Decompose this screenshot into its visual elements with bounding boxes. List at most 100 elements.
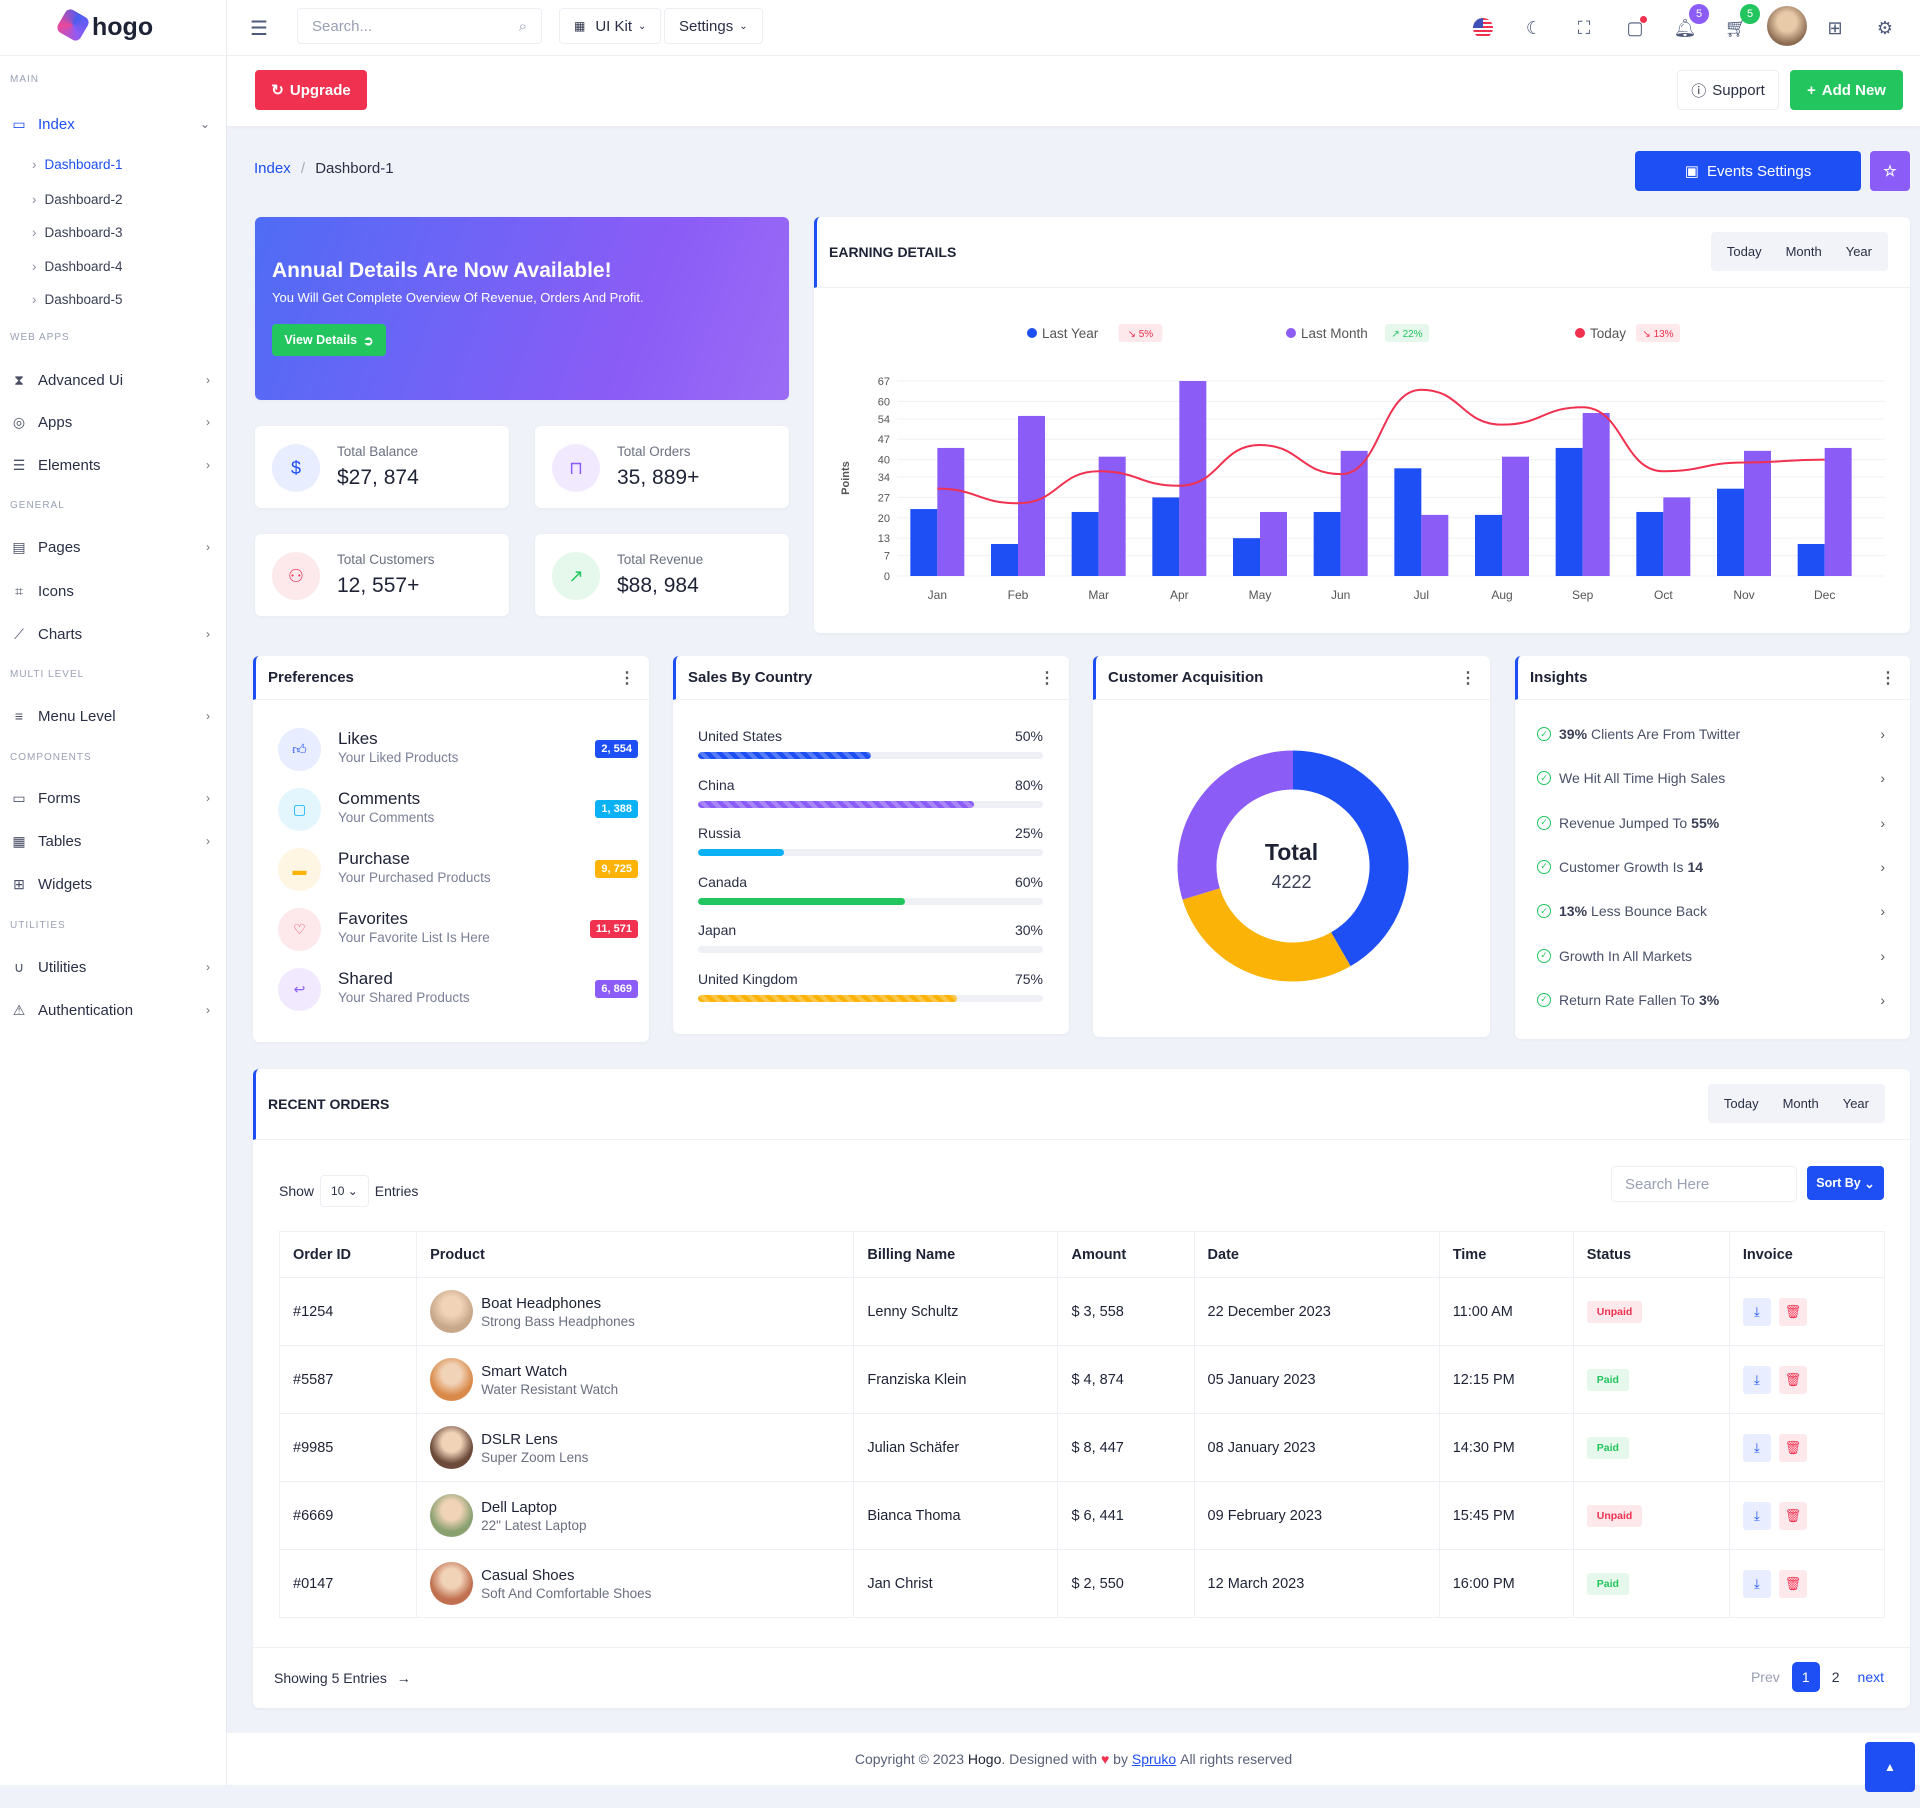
order-id: #9985 (278, 1413, 418, 1482)
sidebar-item-charts[interactable]: ⟋ Charts › (10, 619, 210, 649)
tab-year[interactable]: Year (1842, 1096, 1869, 1111)
sort-by-button[interactable]: Sort By ⌄ (1807, 1166, 1884, 1200)
add-new-button[interactable]: + Add New (1790, 70, 1903, 110)
sidebar-item-tables[interactable]: ▦ Tables › (10, 826, 210, 856)
sidebar-subitem-dashboard-4[interactable]: Dashboard-4 (32, 259, 123, 274)
search-input[interactable]: Search... ⌕ (297, 8, 542, 44)
favorite-star-button[interactable]: ☆ (1870, 151, 1910, 191)
sidebar-subitem-dashboard-5[interactable]: Dashboard-5 (32, 292, 123, 307)
download-icon[interactable]: ⤓ (1742, 1433, 1771, 1462)
chevron-right-icon: › (1880, 770, 1885, 787)
acquisition-donut-chart (1177, 750, 1409, 982)
sidebar-item-pages[interactable]: ▤ Pages › (10, 532, 210, 562)
uikit-label: UI Kit (595, 17, 633, 35)
download-icon[interactable]: ⤓ (1742, 1365, 1771, 1394)
dark-mode-moon-icon[interactable]: ☾ (1525, 17, 1543, 38)
events-settings-button[interactable]: ▣ Events Settings (1635, 151, 1861, 191)
orders-search-input[interactable]: Search Here (1611, 1166, 1797, 1202)
tab-month[interactable]: Month (1782, 1096, 1819, 1111)
footer-rights: All rights reserved (1180, 1751, 1293, 1767)
sidebar-subitem-dashboard-3[interactable]: Dashboard-3 (32, 225, 123, 240)
messages-icon[interactable]: ▢ (1621, 14, 1649, 42)
back-to-top-button[interactable]: ▲ (1865, 1742, 1915, 1792)
file-icon: ▤ (12, 538, 26, 555)
more-options-icon[interactable]: ⋮ (1880, 669, 1896, 687)
user-avatar[interactable] (1767, 6, 1807, 46)
footer-company-link[interactable]: Spruko (1131, 1751, 1177, 1767)
sidebar-item-menu-level[interactable]: ≡ Menu Level › (10, 701, 210, 731)
page-2-button[interactable]: 2 (1831, 1669, 1840, 1685)
more-options-icon[interactable]: ⋮ (1039, 669, 1055, 687)
insight-item[interactable]: ✓ We Hit All Time High Sales › (1537, 770, 1885, 786)
insight-item[interactable]: ✓ Growth In All Markets › (1537, 948, 1885, 964)
download-icon[interactable]: ⤓ (1742, 1297, 1771, 1326)
product-description: 22" Latest Laptop (481, 1517, 587, 1533)
insight-text: Return Rate Fallen To (1559, 991, 1695, 1008)
more-options-icon[interactable]: ⋮ (1460, 669, 1476, 687)
brand-logo[interactable]: hogo (0, 0, 226, 56)
sidebar-item-elements[interactable]: ☰ Elements › (10, 450, 210, 480)
upgrade-button[interactable]: ↻ Upgrade (255, 70, 367, 110)
order-date: 12 March 2023 (1193, 1549, 1440, 1618)
sidebar-item-utilities[interactable]: ∪ Utilities › (10, 952, 210, 982)
bar-last-year (1475, 514, 1502, 576)
next-page-button[interactable]: next (1857, 1669, 1884, 1685)
preference-item-likes[interactable]: 👍︎ Likes Your Liked Products 2, 554 (278, 726, 638, 776)
preference-item-shared[interactable]: ↩ Shared Your Shared Products 6, 869 (278, 966, 638, 1016)
sidebar-item-icons[interactable]: ⌗ Icons (10, 576, 210, 606)
sidebar-item-widgets[interactable]: ⊞ Widgets (10, 869, 210, 899)
delete-trash-icon[interactable]: 🗑︎ (1778, 1297, 1807, 1326)
sidebar-subitem-dashboard-2[interactable]: Dashboard-2 (32, 192, 123, 207)
insight-item[interactable]: ✓ Revenue Jumped To 55% › (1537, 815, 1885, 831)
insight-item[interactable]: ✓ Return Rate Fallen To 3% › (1537, 992, 1885, 1008)
preference-item-purchase[interactable]: ▬ Purchase Your Purchased Products 9, 725 (278, 846, 638, 896)
tab-today[interactable]: Today (1723, 1096, 1759, 1111)
tab-month[interactable]: Month (1785, 244, 1822, 259)
user-plus-icon: ⚇ (272, 552, 320, 600)
support-button[interactable]: ⓘ Support (1677, 70, 1779, 110)
product-name: Smart Watch (481, 1362, 568, 1380)
download-icon[interactable]: ⤓ (1742, 1501, 1771, 1530)
y-axis-title: Points (840, 461, 852, 495)
menu-toggle-icon[interactable]: ☰ (250, 17, 268, 40)
delete-trash-icon[interactable]: 🗑︎ (1778, 1569, 1807, 1598)
fullscreen-icon[interactable]: ⛶ (1577, 17, 1591, 38)
settings-dropdown[interactable]: Settings ⌄ (664, 8, 763, 44)
page-1-button[interactable]: 1 (1791, 1662, 1820, 1692)
order-date: 09 February 2023 (1193, 1481, 1440, 1550)
sidebar-item-forms[interactable]: ▭ Forms › (10, 783, 210, 813)
view-details-button[interactable]: View Details ➲ (272, 324, 386, 356)
more-options-icon[interactable]: ⋮ (619, 669, 635, 687)
settings-gear-icon[interactable]: ⚙ (1876, 17, 1894, 38)
uikit-dropdown[interactable]: ▦ UI Kit ⌄ (559, 8, 662, 44)
delete-trash-icon[interactable]: 🗑︎ (1778, 1501, 1807, 1530)
preference-item-favorites[interactable]: ♡ Favorites Your Favorite List Is Here 11, … (278, 906, 638, 956)
sidebar-item-apps[interactable]: ◎ Apps › (10, 407, 210, 437)
apps-grid-icon[interactable]: ⊞ (1827, 17, 1843, 38)
download-icon[interactable]: ⤓ (1742, 1569, 1771, 1598)
tab-today[interactable]: Today (1726, 244, 1762, 259)
breadcrumb-index-link[interactable]: Index (254, 160, 291, 177)
cart-icon[interactable]: 🛒︎ 5 (1722, 4, 1760, 42)
insight-item[interactable]: ✓ 39% Clients Are From Twitter › (1537, 726, 1885, 742)
insight-item[interactable]: ✓ 13% Less Bounce Back › (1537, 903, 1885, 919)
insight-item[interactable]: ✓ Customer Growth Is 14 › (1537, 859, 1885, 875)
column-header: Order ID (278, 1231, 418, 1278)
x-tick-label: Jul (1414, 588, 1429, 602)
sidebar-item-authentication[interactable]: ⚠ Authentication › (10, 995, 210, 1025)
settings-label: Settings (679, 17, 734, 35)
sidebar-item-advanced-ui[interactable]: ⧗ Advanced Ui › (10, 365, 210, 395)
prev-page-button[interactable]: Prev (1750, 1669, 1780, 1685)
x-tick-label: Nov (1733, 588, 1754, 602)
entries-select[interactable]: 10 ⌄ (320, 1175, 369, 1207)
country-percent: 60% (1014, 873, 1043, 890)
notifications-bell-icon[interactable]: 🔔︎ 5 (1671, 4, 1709, 42)
sidebar-subitem-dashboard-1[interactable]: Dashboard-1 (32, 157, 123, 172)
sidebar-item-index[interactable]: ▭ Index ⌄ (10, 109, 210, 139)
delete-trash-icon[interactable]: 🗑︎ (1778, 1433, 1807, 1462)
preference-item-comments[interactable]: ▢ Comments Your Comments 1, 388 (278, 786, 638, 836)
us-flag-icon[interactable] (1469, 14, 1497, 42)
delete-trash-icon[interactable]: 🗑︎ (1778, 1365, 1807, 1394)
tab-year[interactable]: Year (1845, 244, 1872, 259)
country-percent: 80% (1014, 776, 1043, 793)
